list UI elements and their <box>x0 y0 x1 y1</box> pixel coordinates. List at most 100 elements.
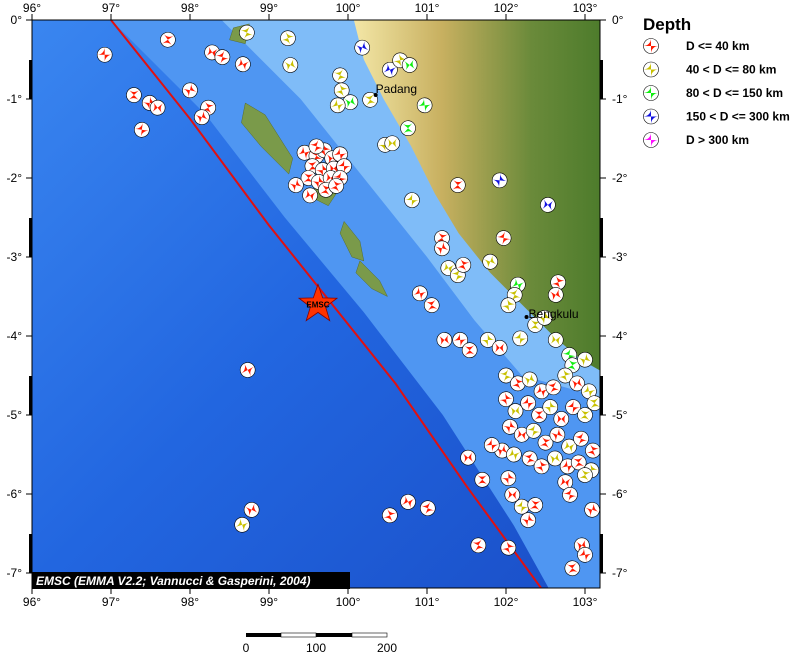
beachball-compression <box>315 162 331 178</box>
focal-mechanism-event <box>362 91 378 108</box>
beachball-outline <box>557 367 574 384</box>
beachball-compression <box>343 95 357 109</box>
focal-mechanism-event <box>498 391 514 408</box>
lat-label-left: -6° <box>7 487 23 501</box>
legend-label: 80 < D <= 150 km <box>686 86 783 100</box>
beachball-outline <box>401 57 418 73</box>
beachball-compression <box>510 376 525 391</box>
beachball-outline <box>436 332 453 348</box>
beachball-compression <box>509 405 522 417</box>
beachball-compression <box>537 310 553 326</box>
epicenter-star-icon <box>297 283 339 322</box>
frame-segment <box>29 218 32 257</box>
beachball-outline <box>419 500 436 517</box>
focal-mechanism-event <box>500 297 517 313</box>
sunda-trench-line <box>110 20 543 588</box>
epicenter: EMSC <box>297 283 339 322</box>
focal-mechanism-event <box>384 135 401 152</box>
beachball-compression <box>506 489 518 501</box>
beachball-compression <box>484 437 500 453</box>
axis-ticks: 96° 96° 97° 97° 98° 98° 99° 99° 100° 100° 101° 101°… <box>7 1 628 609</box>
lon-label-bottom: 102° <box>494 595 519 609</box>
focal-mechanism-event <box>401 57 418 73</box>
beachball-compression <box>462 451 474 464</box>
focal-mechanism-event <box>507 403 524 419</box>
beachball-outline <box>452 332 468 348</box>
beachball-compression <box>643 38 659 54</box>
beachball-compression <box>498 391 514 407</box>
lat-label-left: 0° <box>11 13 23 27</box>
focal-mechanism-event <box>302 187 318 204</box>
focal-mechanism-event <box>332 67 348 84</box>
beachball-compression <box>494 342 506 354</box>
beachball-compression <box>403 59 416 72</box>
focal-mechanism-event <box>354 39 371 56</box>
lat-label-right: -1° <box>612 92 628 106</box>
beachball-compression <box>514 499 530 515</box>
focal-mechanism-event <box>434 240 450 257</box>
beachball-compression <box>526 423 541 439</box>
focal-mechanism-event <box>577 467 593 483</box>
focal-mechanism-event <box>520 512 536 528</box>
beachball-compression <box>302 172 315 184</box>
beachball-compression <box>128 89 140 101</box>
focal-mechanism-event <box>540 197 556 213</box>
beachball-compression <box>417 97 433 113</box>
focal-mechanism-event <box>450 177 466 193</box>
lon-label-bottom: 100° <box>336 595 361 609</box>
focal-mechanism-event <box>533 458 550 475</box>
legend-label: D <= 40 km <box>686 39 749 53</box>
scale-bar: 0 100 200 <box>243 632 397 654</box>
focal-mechanism-event <box>562 486 578 503</box>
lon-label-top: 98° <box>181 1 199 15</box>
lat-label-left: -2° <box>7 171 23 185</box>
lon-label-top: 102° <box>494 1 519 15</box>
beachball-outline <box>434 240 450 257</box>
scale-label-100: 100 <box>306 641 326 654</box>
focal-mechanism-event <box>564 560 581 577</box>
lon-label-bottom: 101° <box>415 595 440 609</box>
beachball-compression <box>480 332 496 348</box>
beachball-outline <box>577 407 593 423</box>
legend-beachball-icon <box>643 132 659 148</box>
focal-mechanism-event <box>483 437 500 453</box>
focal-mechanism-event <box>547 287 564 303</box>
beachball-compression <box>151 101 164 114</box>
beachball-outline <box>404 192 420 208</box>
frame-segment <box>600 218 603 257</box>
focal-mechanism-event <box>333 82 350 99</box>
focal-mechanism-event <box>461 342 478 359</box>
beachball-compression <box>438 334 451 346</box>
focal-mechanism-event <box>149 99 166 116</box>
beachball-outline <box>332 67 348 84</box>
focal-mechanism-event <box>239 362 256 378</box>
lon-label-top: 100° <box>336 1 361 15</box>
city-dot <box>373 93 378 98</box>
legend-beachball-icon <box>643 38 659 54</box>
beachball-compression <box>332 146 348 162</box>
beachball-compression <box>161 33 175 46</box>
beachball-outline <box>495 230 512 246</box>
beachball-outline <box>584 501 600 518</box>
beachball-compression <box>512 330 528 346</box>
lat-label-right: 0° <box>612 13 624 27</box>
legend-title: Depth <box>643 15 691 34</box>
beachball-outline <box>400 120 416 137</box>
city-dot <box>524 315 529 320</box>
beachball-outline <box>482 253 499 270</box>
lon-label-top: 101° <box>415 1 440 15</box>
legend-label: 150 < D <= 300 km <box>686 110 790 124</box>
focal-mechanism-event <box>436 332 453 348</box>
frame-segment <box>29 60 32 99</box>
lon-label-top: 103° <box>573 1 598 15</box>
focal-mechanism-event <box>126 87 142 103</box>
focal-mechanism-event <box>282 57 299 73</box>
beachball-compression <box>452 332 468 348</box>
focal-mechanism-event <box>557 367 574 384</box>
focal-mechanism-event <box>235 56 251 73</box>
beachball-outline <box>521 371 538 388</box>
focal-mechanism-event <box>491 340 508 356</box>
focal-mechanism-event <box>460 449 476 466</box>
beachball-compression <box>452 179 464 191</box>
scale-label-200: 200 <box>377 641 397 654</box>
